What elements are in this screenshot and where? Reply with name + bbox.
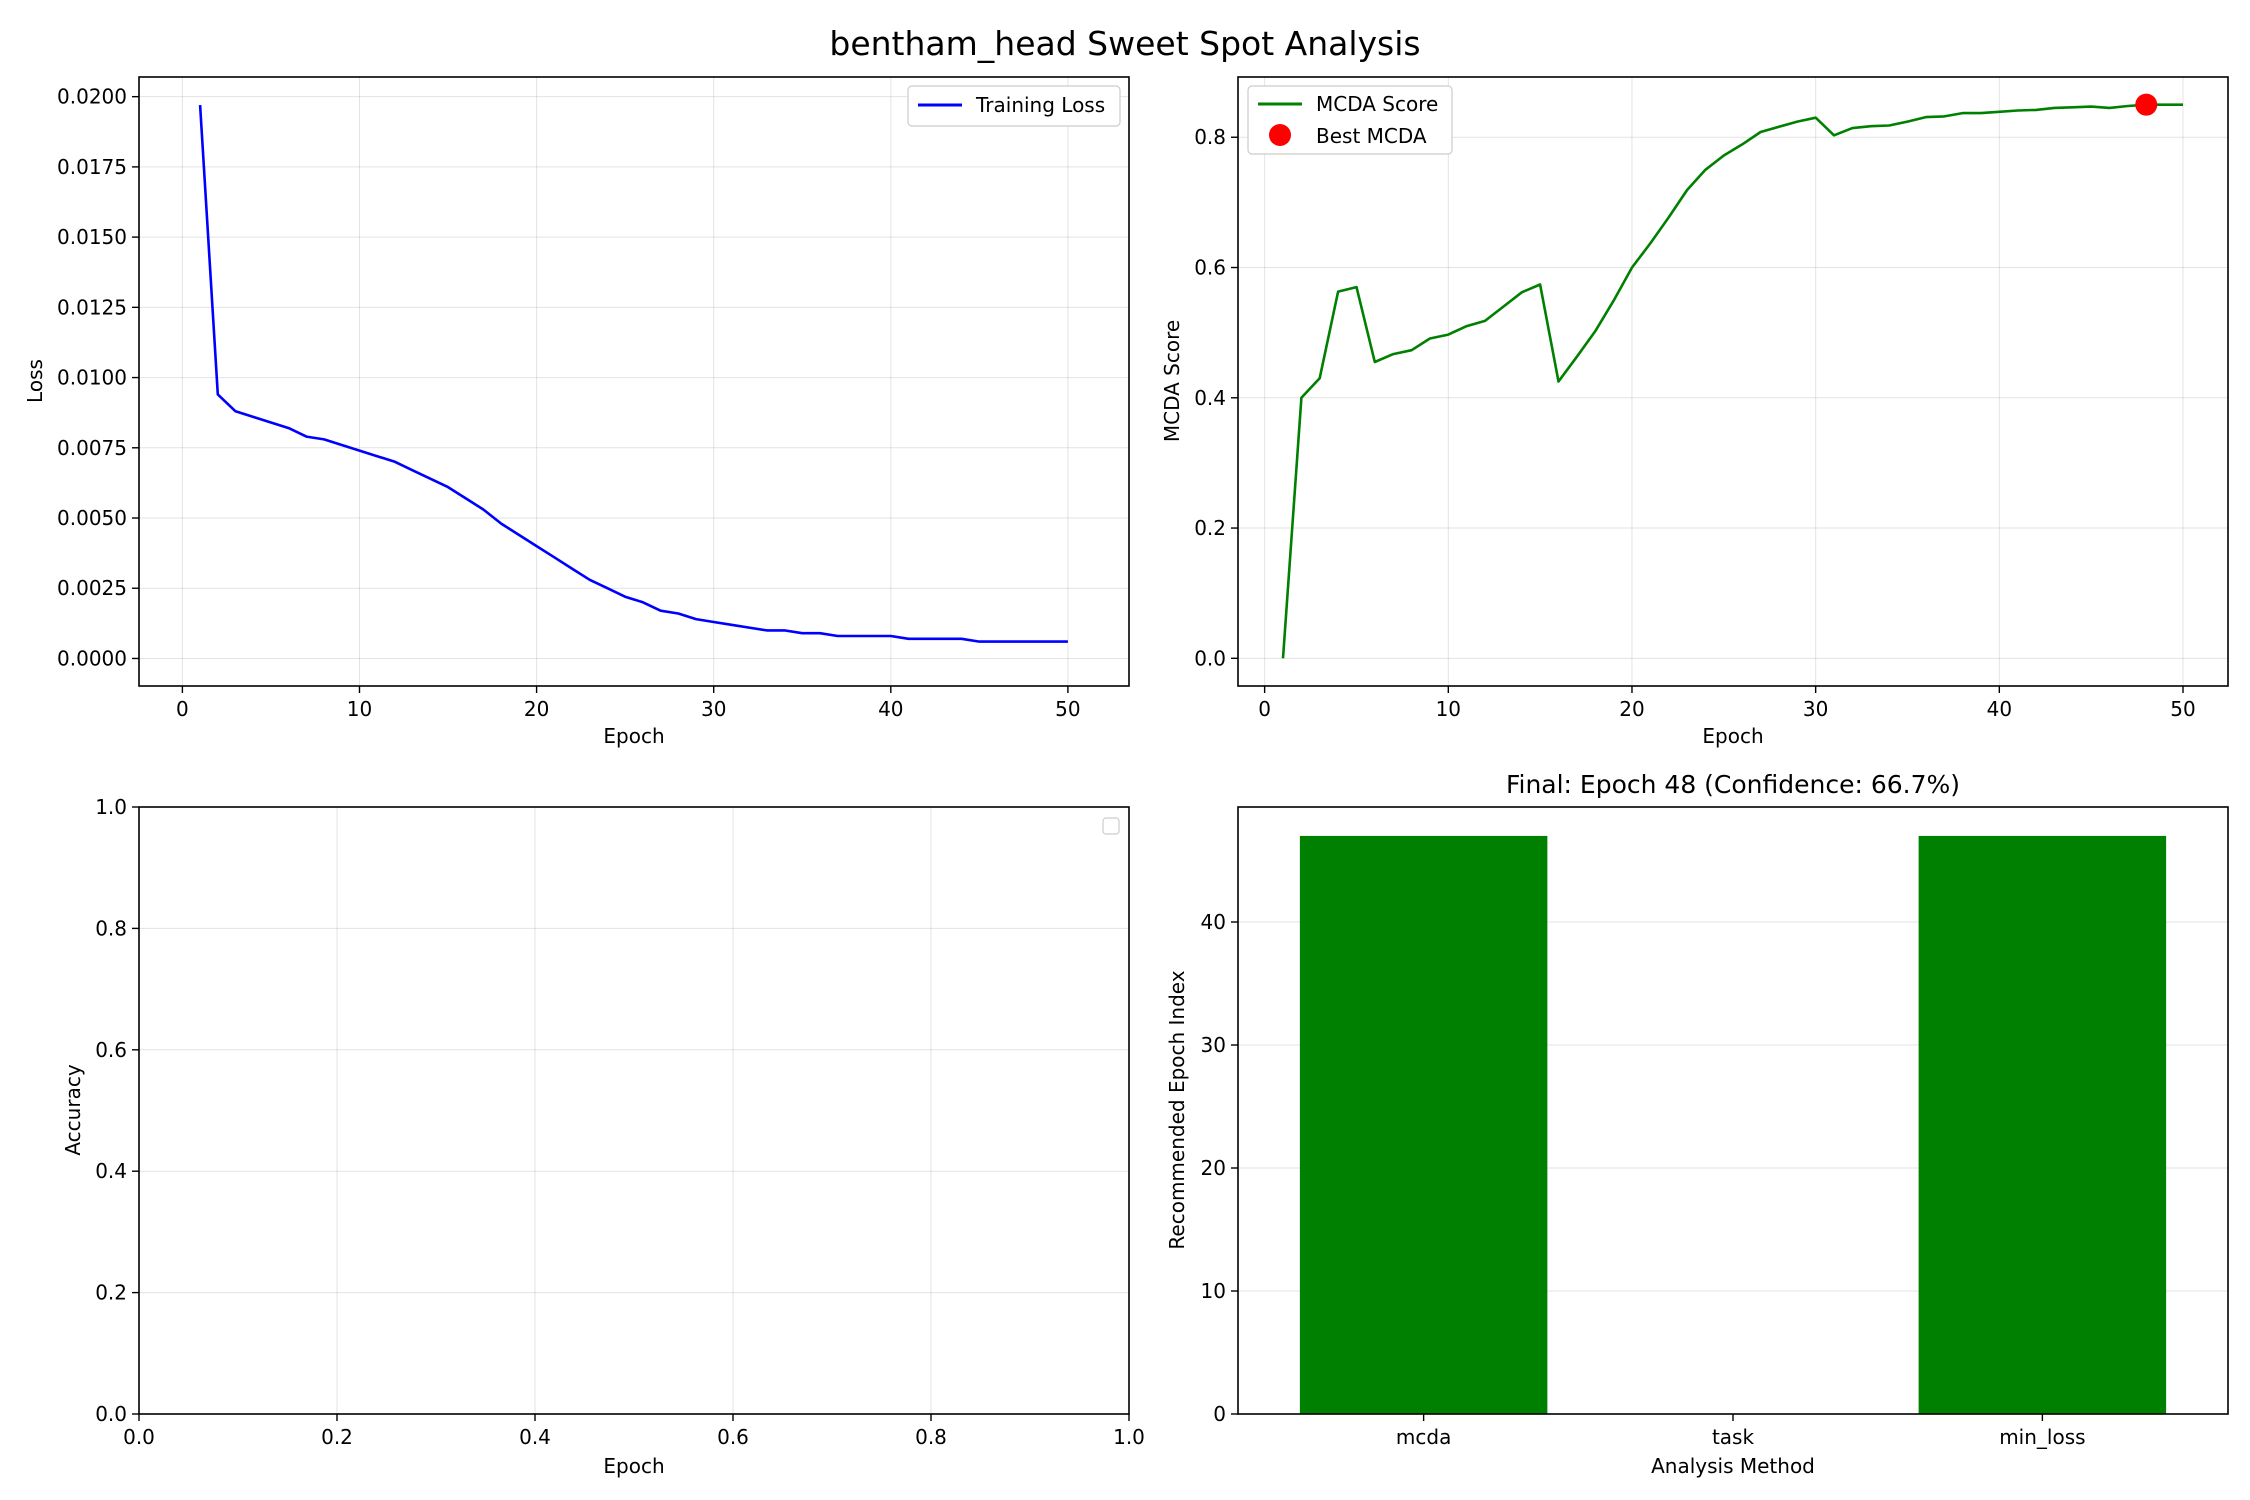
y-tick-label: 1.0	[95, 795, 127, 819]
y-tick-label: 0.4	[1194, 386, 1226, 410]
x-tick-label: 40	[878, 697, 903, 721]
legend-training-loss: Training Loss	[975, 93, 1105, 117]
recommendation-x-label: Analysis Method	[1651, 1454, 1815, 1478]
y-tick-label: 0.0125	[57, 295, 127, 319]
accuracy-y-ticks: 0.0 0.2 0.4 0.6 0.8 1.0	[95, 795, 139, 1426]
x-tick-label: 0.0	[123, 1425, 155, 1449]
recommendation-title: Final: Epoch 48 (Confidence: 66.7%)	[1506, 770, 1960, 799]
bar-min_loss	[1918, 835, 2167, 1414]
recommendation-y-ticks: 0 10 20 30 40	[1201, 910, 1238, 1426]
y-tick-label: 0.0	[1194, 646, 1226, 670]
loss-legend: Training Loss	[907, 85, 1121, 127]
y-tick-label: 0.0150	[57, 225, 127, 249]
y-tick-label: 10	[1201, 1279, 1226, 1303]
x-tick-label: 50	[1055, 697, 1080, 721]
loss-panel: 0 10 20 30 40 50 0.0000 0.0025 0.0050 0.0075 0.01…	[23, 76, 1130, 748]
mcda-axes-frame	[1237, 76, 2229, 687]
x-tick-label: 0	[176, 697, 189, 721]
y-tick-label: 0.0	[95, 1402, 127, 1426]
figure-title: bentham_head Sweet Spot Analysis	[829, 24, 1420, 63]
accuracy-empty-legend	[1102, 817, 1120, 835]
recommendation-bars	[1299, 835, 2167, 1414]
recommendation-x-ticks: mcda task min_loss	[1396, 1414, 2086, 1449]
x-tick-label: 50	[2170, 697, 2195, 721]
x-tick-label: 40	[1987, 697, 2012, 721]
recommendation-y-label: Recommended Epoch Index	[1165, 970, 1189, 1249]
y-tick-label: 0.2	[1194, 516, 1226, 540]
x-tick-label: 0	[1258, 697, 1271, 721]
accuracy-y-label: Accuracy	[61, 1064, 85, 1155]
mcda-y-label: MCDA Score	[1160, 320, 1184, 442]
accuracy-panel: 0.0 0.2 0.4 0.6 0.8 1.0 0.0 0.2 0.4 0.6 0.8 1.0 Ep…	[61, 795, 1145, 1478]
x-tick-label: mcda	[1396, 1425, 1451, 1449]
loss-y-label: Loss	[23, 359, 47, 403]
y-tick-label: 0.0175	[57, 155, 127, 179]
loss-x-ticks: 0 10 20 30 40 50	[176, 686, 1081, 721]
y-tick-label: 0.0025	[57, 576, 127, 600]
x-tick-label: 10	[347, 697, 372, 721]
y-tick-label: 30	[1201, 1033, 1226, 1057]
series-line-mcda-score	[1281, 103, 2183, 659]
x-tick-label: 30	[1803, 697, 1828, 721]
y-tick-label: 0.8	[1194, 125, 1226, 149]
y-tick-label: 0.0200	[57, 85, 127, 109]
y-tick-label: 0.0050	[57, 506, 127, 530]
mcda-legend: MCDA Score Best MCDA	[1247, 85, 1453, 155]
loss-axes-frame	[138, 76, 1130, 687]
accuracy-x-ticks: 0.0 0.2 0.4 0.6 0.8 1.0	[123, 1414, 1145, 1449]
x-tick-label: 0.6	[717, 1425, 749, 1449]
recommendation-panel: Final: Epoch 48 (Confidence: 66.7%) mcda…	[1165, 770, 2229, 1478]
x-tick-label: 0.4	[519, 1425, 551, 1449]
x-tick-label: task	[1712, 1425, 1755, 1449]
mcda-grid	[1238, 77, 2228, 686]
legend-mcda-score: MCDA Score	[1316, 92, 1438, 116]
y-tick-label: 0	[1213, 1402, 1226, 1426]
best-mcda-point	[2135, 93, 2158, 116]
mcda-x-ticks: 0 10 20 30 40 50	[1258, 686, 2196, 721]
y-tick-label: 0.2	[95, 1281, 127, 1305]
loss-grid	[139, 77, 1129, 686]
legend-best-mcda: Best MCDA	[1316, 124, 1427, 148]
y-tick-label: 0.8	[95, 916, 127, 940]
x-tick-label: 0.2	[321, 1425, 353, 1449]
y-tick-label: 0.0000	[57, 646, 127, 670]
mcda-y-ticks: 0.0 0.2 0.4 0.6 0.8	[1194, 125, 1238, 670]
x-tick-label: 0.8	[915, 1425, 947, 1449]
x-tick-label: min_loss	[1999, 1425, 2085, 1449]
x-tick-label: 30	[701, 697, 726, 721]
loss-x-label: Epoch	[603, 724, 664, 748]
x-tick-label: 20	[1619, 697, 1644, 721]
mcda-lines	[1281, 93, 2183, 659]
bar-mcda	[1299, 835, 1548, 1414]
y-tick-label: 0.4	[95, 1159, 127, 1183]
mcda-panel: 0 10 20 30 40 50 0.0 0.2 0.4 0.6 0.8 Epoch MCDA S…	[1160, 76, 2229, 748]
accuracy-x-label: Epoch	[603, 1454, 664, 1478]
y-tick-label: 40	[1201, 910, 1226, 934]
accuracy-axes-frame	[138, 806, 1130, 1415]
y-tick-label: 0.0100	[57, 366, 127, 390]
y-tick-label: 0.0075	[57, 436, 127, 460]
y-tick-label: 20	[1201, 1156, 1226, 1180]
loss-lines	[198, 105, 1068, 643]
loss-y-ticks: 0.0000 0.0025 0.0050 0.0075 0.0100 0.0125 0.01…	[57, 85, 139, 670]
x-tick-label: 10	[1436, 697, 1461, 721]
y-tick-label: 0.6	[95, 1038, 127, 1062]
x-tick-label: 1.0	[1113, 1425, 1145, 1449]
x-tick-label: 20	[524, 697, 549, 721]
legend-best-mcda-marker	[1269, 124, 1291, 146]
mcda-x-label: Epoch	[1702, 724, 1763, 748]
accuracy-grid	[138, 806, 1130, 1415]
recommendation-axes-frame	[1237, 806, 2229, 1415]
y-tick-label: 0.6	[1194, 256, 1226, 280]
series-line-training-loss	[198, 105, 1068, 643]
